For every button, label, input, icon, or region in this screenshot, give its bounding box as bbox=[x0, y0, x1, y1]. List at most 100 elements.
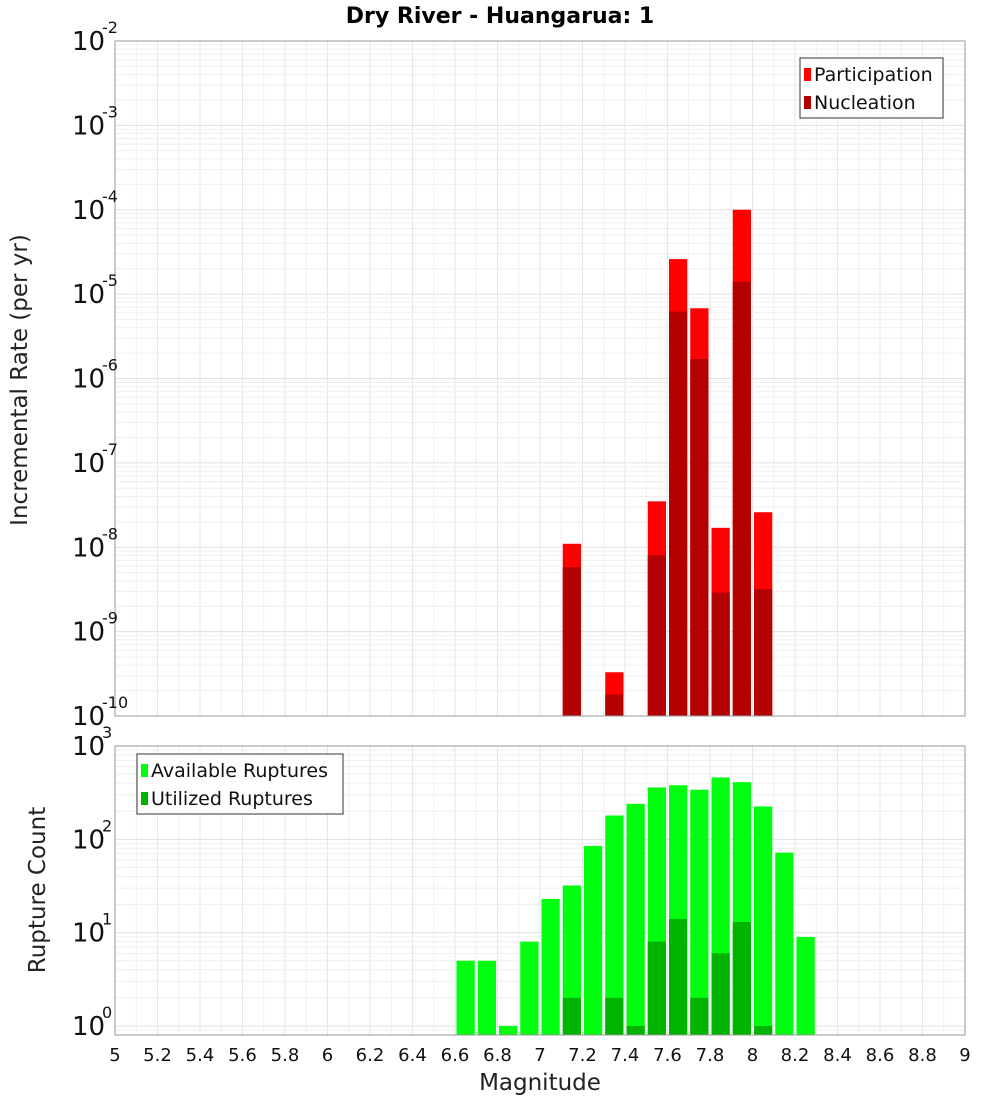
rate-legend-swatch bbox=[804, 68, 811, 81]
x-tick-label: 5.8 bbox=[271, 1045, 300, 1066]
count-bar-b bbox=[690, 997, 709, 1035]
x-tick-label: 7 bbox=[534, 1045, 545, 1066]
count-bar-a bbox=[541, 898, 560, 1035]
count-y-tick-exponent: 2 bbox=[102, 816, 112, 835]
rate-y-tick-exponent: -6 bbox=[102, 356, 118, 375]
rate-bar-b bbox=[690, 359, 709, 716]
count-bar-b bbox=[711, 953, 730, 1035]
count-bar-a bbox=[456, 960, 475, 1035]
count-bar-a bbox=[605, 815, 624, 1035]
x-tick-label: 7.4 bbox=[611, 1045, 640, 1066]
x-tick-label: 7.2 bbox=[568, 1045, 597, 1066]
count-legend-box bbox=[136, 753, 344, 815]
count-legend-swatch bbox=[141, 764, 148, 777]
count-bar-a bbox=[796, 936, 815, 1035]
count-bar-a bbox=[520, 941, 539, 1035]
rate-y-tick-exponent: -5 bbox=[102, 271, 118, 290]
rate-bar-b bbox=[711, 592, 730, 716]
rate-y-tick-exponent: -3 bbox=[102, 102, 118, 121]
rate-bar-b bbox=[647, 555, 666, 716]
count-bar-b bbox=[669, 919, 688, 1035]
count-bar-a bbox=[775, 852, 794, 1035]
rate-y-tick-exponent: -2 bbox=[102, 18, 118, 37]
count-legend: Available Ruptures Utilized Ruptures bbox=[136, 753, 344, 815]
rate-legend-label: Participation bbox=[814, 64, 933, 86]
rate-y-tick-exponent: -8 bbox=[102, 524, 118, 543]
rate-bar-b bbox=[732, 281, 751, 716]
rate-bar-b bbox=[605, 694, 624, 716]
rate-y-tick-exponent: -10 bbox=[102, 693, 128, 712]
count-bar-b bbox=[626, 1025, 645, 1035]
count-y-axis-label: Rupture Count bbox=[25, 807, 51, 973]
x-tick-label: 8.8 bbox=[908, 1045, 937, 1066]
rate-y-tick-base: 10 bbox=[72, 449, 105, 479]
rate-legend-swatch bbox=[804, 96, 811, 109]
count-legend-label: Available Ruptures bbox=[151, 760, 328, 782]
count-bar-a bbox=[584, 845, 603, 1035]
count-y-tick-base: 10 bbox=[72, 825, 105, 855]
x-tick-label: 7.8 bbox=[696, 1045, 725, 1066]
x-tick-label: 6.8 bbox=[483, 1045, 512, 1066]
rate-y-tick-exponent: -7 bbox=[102, 440, 118, 459]
count-bar-a bbox=[562, 885, 581, 1035]
x-tick-label: 6.6 bbox=[441, 1045, 470, 1066]
rate-y-tick-exponent: -4 bbox=[102, 187, 118, 206]
x-tick-label: 5.6 bbox=[228, 1045, 257, 1066]
count-bar-b bbox=[647, 941, 666, 1035]
x-tick-label: 6.4 bbox=[398, 1045, 427, 1066]
rate-bar-b bbox=[669, 311, 688, 716]
rate-plot-bars bbox=[562, 209, 773, 716]
count-bar-a bbox=[499, 1025, 518, 1035]
count-bar-a bbox=[754, 806, 773, 1035]
count-y-tick-base: 10 bbox=[72, 919, 105, 949]
count-y-tick-base: 10 bbox=[72, 732, 105, 762]
count-bar-b bbox=[754, 1025, 773, 1035]
x-tick-label: 8 bbox=[747, 1045, 758, 1066]
x-axis-label: Magnitude bbox=[479, 1070, 601, 1096]
rate-legend: Participation Nucleation bbox=[799, 57, 944, 119]
rate-y-tick-base: 10 bbox=[72, 533, 105, 563]
rate-y-tick-base: 10 bbox=[72, 702, 105, 732]
count-legend-label: Utilized Ruptures bbox=[151, 788, 313, 810]
count-legend-swatch bbox=[141, 792, 148, 805]
count-bar-a bbox=[477, 960, 496, 1035]
rate-y-tick-exponent: -9 bbox=[102, 609, 118, 628]
rate-bar-b bbox=[562, 567, 581, 716]
x-tick-label: 8.6 bbox=[866, 1045, 895, 1066]
x-tick-label: 6.2 bbox=[356, 1045, 385, 1066]
count-bar-b bbox=[605, 997, 624, 1035]
x-tick-label: 7.6 bbox=[653, 1045, 682, 1066]
rate-y-tick-base: 10 bbox=[72, 111, 105, 141]
count-y-tick-exponent: 3 bbox=[102, 723, 112, 742]
rate-plot-grid bbox=[114, 41, 966, 717]
x-tick-label: 6 bbox=[322, 1045, 333, 1066]
x-tick-labels: 5 5.2 5.4 5.6 5.8 6 6.2 6.4 6.6 6.8 7 7.2 7.4 7.6 7.8 8… bbox=[109, 1045, 970, 1066]
count-bar-b bbox=[732, 922, 751, 1035]
rate-plot-frame bbox=[114, 40, 966, 717]
rate-y-tick-base: 10 bbox=[72, 196, 105, 226]
count-plot-bars bbox=[456, 777, 815, 1035]
x-tick-label: 8.2 bbox=[781, 1045, 810, 1066]
count-y-tick-base: 10 bbox=[72, 1012, 105, 1042]
rate-y-tick-base: 10 bbox=[72, 618, 105, 648]
count-y-tick-exponent: 1 bbox=[102, 910, 112, 929]
x-tick-label: 8.4 bbox=[823, 1045, 852, 1066]
count-y-tick-exponent: 0 bbox=[102, 1003, 112, 1022]
rate-bar-b bbox=[754, 589, 773, 716]
x-tick-label: 5 bbox=[109, 1045, 120, 1066]
count-bar-a bbox=[690, 789, 709, 1035]
rate-legend-box bbox=[799, 57, 944, 119]
rate-y-axis-label: Incremental Rate (per yr) bbox=[7, 234, 33, 526]
count-bar-a bbox=[626, 803, 645, 1035]
rate-y-tick-base: 10 bbox=[72, 27, 105, 57]
x-tick-label: 9 bbox=[959, 1045, 970, 1066]
count-bar-b bbox=[562, 997, 581, 1035]
x-tick-label: 5.4 bbox=[186, 1045, 215, 1066]
rate-legend-label: Nucleation bbox=[814, 92, 916, 114]
count-plot-frame bbox=[114, 745, 966, 1036]
rate-y-tick-base: 10 bbox=[72, 280, 105, 310]
rate-y-tick-base: 10 bbox=[72, 365, 105, 395]
